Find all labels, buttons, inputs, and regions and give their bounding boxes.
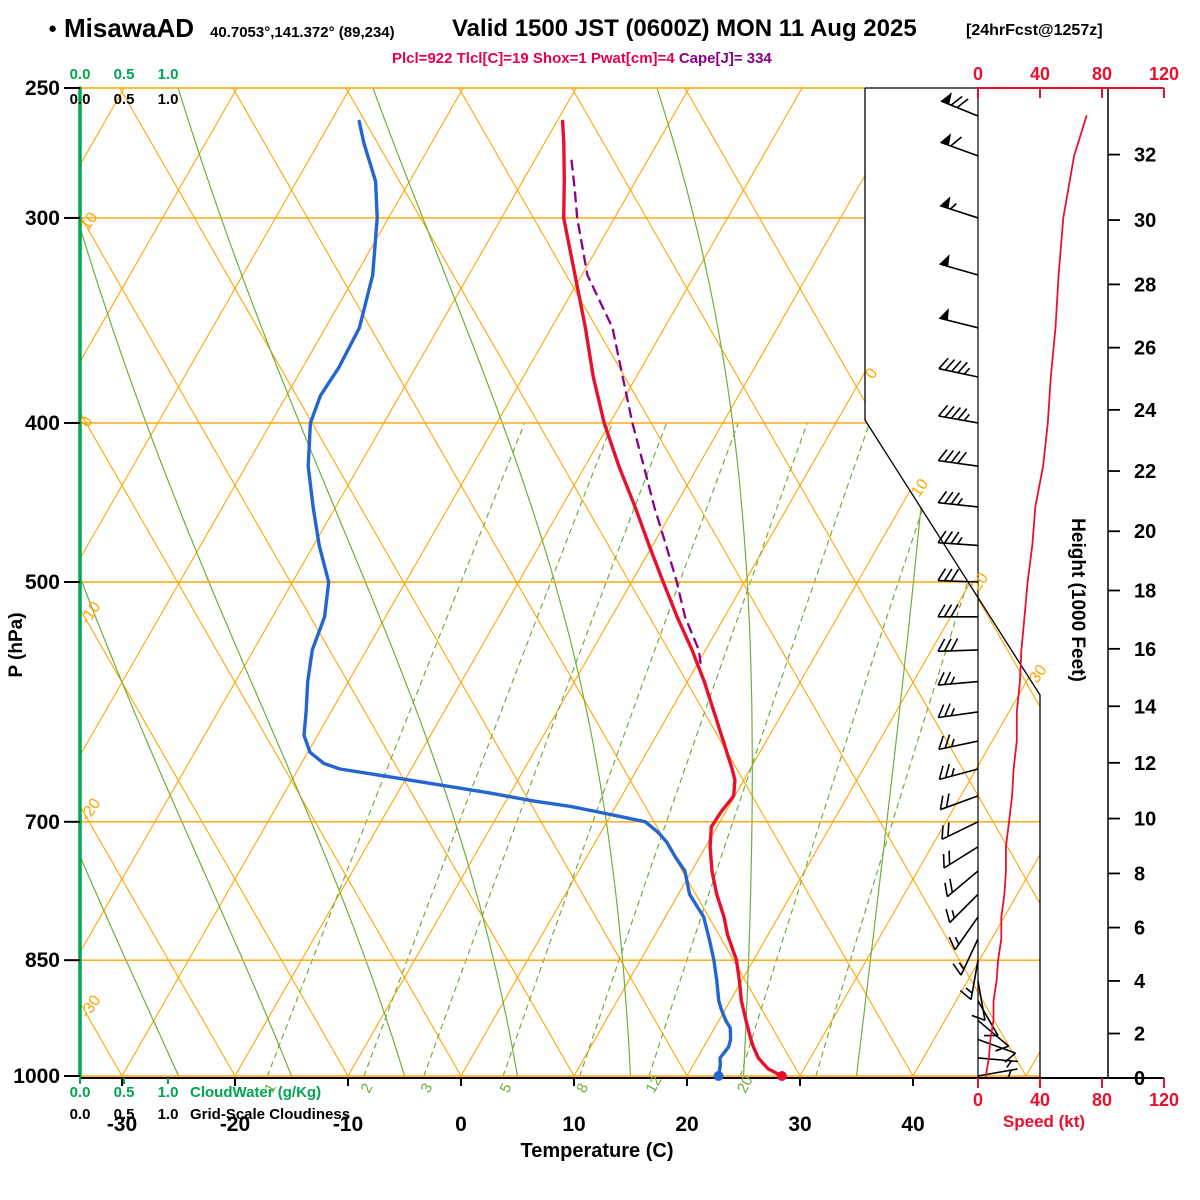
svg-text:500: 500	[25, 571, 60, 594]
indices-cape: Cape[J]= 334	[678, 50, 772, 67]
station-coords: 40.7053°,141.372° (89,234)	[210, 24, 395, 41]
svg-text:28: 28	[1134, 274, 1156, 296]
plot-borders	[80, 87, 1164, 1079]
svg-text:CloudWater (g/Kg): CloudWater (g/Kg)	[190, 1084, 321, 1101]
svg-text:6: 6	[1134, 918, 1145, 940]
svg-text:0: 0	[455, 1113, 467, 1136]
temperature-axis: -30 -20 -10 0 10 20 30 40 Temperature (C)	[107, 1078, 925, 1162]
svg-text:3: 3	[417, 1081, 436, 1096]
svg-text:32: 32	[1134, 145, 1156, 167]
svg-text:-20: -20	[220, 1113, 250, 1136]
svg-text:250: 250	[25, 77, 60, 100]
surface-dewpoint-dot	[713, 1071, 724, 1081]
svg-text:5: 5	[497, 1081, 516, 1096]
svg-text:0.5: 0.5	[114, 1106, 135, 1123]
svg-text:20: 20	[734, 1073, 757, 1096]
svg-text:1000: 1000	[13, 1065, 60, 1088]
svg-text:0.5: 0.5	[114, 66, 135, 83]
svg-text:80: 80	[1092, 64, 1112, 84]
svg-text:30: 30	[1027, 662, 1051, 686]
svg-text:120: 120	[1149, 1090, 1179, 1110]
svg-text:12: 12	[643, 1073, 666, 1096]
svg-text:850: 850	[25, 949, 60, 972]
mixing-ratio-grid	[266, 422, 1020, 1077]
dewpoint-curve	[302, 119, 733, 1078]
svg-text:1.0: 1.0	[158, 66, 179, 83]
svg-text:0: 0	[973, 1090, 983, 1110]
svg-text:80: 80	[1092, 1090, 1112, 1110]
forecast-tag: [24hrFcst@1257z]	[966, 22, 1103, 39]
svg-text:-10: -10	[333, 1113, 363, 1136]
svg-text:2: 2	[1134, 1024, 1145, 1046]
cloud-scale-labels: 0.0 0.5 1.0 0.0 0.5 1.0 0.0 0.5 1.0 CloudWater (g…	[70, 66, 350, 1123]
svg-text:120: 120	[1149, 64, 1179, 84]
svg-text:0.0: 0.0	[70, 91, 91, 108]
svg-text:1.0: 1.0	[158, 1106, 179, 1123]
temperature-curve	[560, 119, 784, 1078]
svg-text:Height (1000 Feet): Height (1000 Feet)	[1067, 518, 1088, 682]
svg-text:14: 14	[1134, 696, 1157, 718]
svg-text:12: 12	[1134, 753, 1156, 775]
svg-text:40: 40	[1030, 1090, 1050, 1110]
pressure-axis: 250 300 400 500 700 850 1000 P (hPa)	[6, 77, 80, 1088]
svg-text:20: 20	[1134, 521, 1156, 543]
svg-text:-30: -30	[107, 1113, 137, 1136]
svg-text:10: 10	[908, 476, 932, 500]
svg-text:0.0: 0.0	[70, 1106, 91, 1123]
svg-text:0.5: 0.5	[114, 1084, 135, 1101]
parcel-curve	[569, 154, 702, 664]
svg-text:26: 26	[1134, 338, 1156, 360]
svg-text:2: 2	[358, 1081, 377, 1096]
svg-text:40: 40	[901, 1113, 924, 1136]
svg-text:700: 700	[25, 811, 60, 834]
svg-text:4: 4	[1134, 971, 1146, 993]
svg-text:0: 0	[1134, 1068, 1145, 1090]
svg-text:18: 18	[1134, 580, 1156, 602]
pressure-gridlines	[80, 87, 1040, 1077]
svg-text:30: 30	[788, 1113, 811, 1136]
svg-text:Speed (kt): Speed (kt)	[1003, 1112, 1085, 1131]
valid-time: Valid 1500 JST (0600Z) MON 11 Aug 2025	[452, 15, 917, 42]
svg-text:Temperature (C): Temperature (C)	[521, 1140, 674, 1162]
svg-text:0.0: 0.0	[70, 1084, 91, 1101]
svg-text:1.0: 1.0	[158, 1084, 179, 1101]
wind-speed-curve	[984, 115, 1088, 1077]
indices-main: Plcl=922 Tlcl[C]=19 Shox=1 Pwat[cm]=4	[392, 50, 675, 67]
wind-barbs	[937, 92, 1018, 1078]
stability-indices: Plcl=922 Tlcl[C]=19 Shox=1 Pwat[cm]=4 Ca…	[392, 50, 772, 67]
svg-text:40: 40	[1030, 64, 1050, 84]
svg-text:Grid-Scale Cloudiness: Grid-Scale Cloudiness	[190, 1106, 350, 1123]
svg-text:8: 8	[1134, 863, 1145, 885]
svg-text:400: 400	[25, 412, 60, 435]
svg-text:22: 22	[1134, 461, 1156, 483]
station-bullet-icon: ●	[48, 20, 58, 37]
svg-text:300: 300	[25, 207, 60, 230]
svg-text:0: 0	[973, 64, 983, 84]
station-name: MisawaAD	[64, 13, 195, 43]
sounding-curves	[302, 119, 787, 1081]
svg-text:30: 30	[1134, 210, 1156, 232]
svg-text:10: 10	[1134, 809, 1156, 831]
svg-text:24: 24	[1134, 400, 1157, 422]
svg-text:8: 8	[573, 1081, 592, 1096]
svg-text:10: 10	[562, 1113, 585, 1136]
svg-text:20: 20	[675, 1113, 698, 1136]
svg-text:1.0: 1.0	[158, 91, 179, 108]
svg-text:16: 16	[1134, 639, 1156, 661]
svg-text:0.5: 0.5	[114, 91, 135, 108]
svg-text:0.0: 0.0	[70, 66, 91, 83]
surface-temperature-dot	[776, 1071, 787, 1081]
svg-text:P (hPa): P (hPa)	[6, 612, 27, 677]
